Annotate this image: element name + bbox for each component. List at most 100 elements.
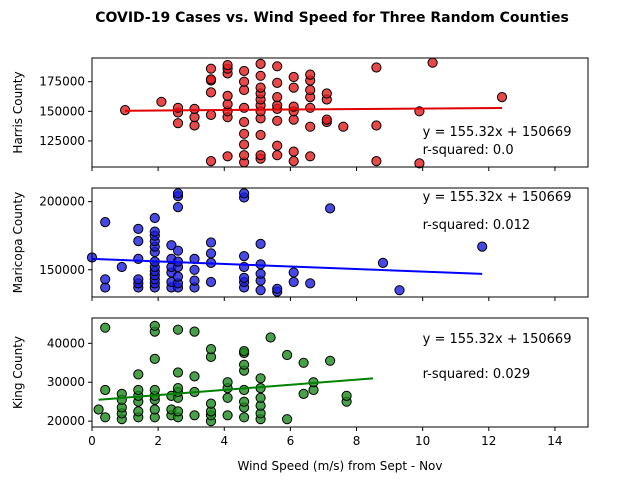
data-point <box>255 392 266 403</box>
trend-line <box>125 106 503 112</box>
y-tick-label: 175000 <box>39 75 85 89</box>
data-point <box>288 276 299 288</box>
data-point <box>156 96 167 107</box>
annotation-equation: y = 155.32x + 150669 <box>423 332 572 347</box>
x-tick-label: 0 <box>88 434 96 448</box>
data-point <box>149 212 160 224</box>
data-point <box>321 88 332 99</box>
data-point <box>133 236 144 247</box>
data-point <box>93 404 104 415</box>
data-point <box>205 398 217 409</box>
data-point <box>239 251 250 262</box>
x-tick-label: 12 <box>481 434 496 448</box>
data-point <box>288 71 299 83</box>
data-point <box>189 275 200 286</box>
data-point <box>239 150 250 161</box>
data-point <box>239 76 250 87</box>
data-point <box>205 237 217 248</box>
data-point <box>100 412 111 423</box>
data-point <box>239 272 250 283</box>
data-point <box>205 109 217 121</box>
data-point <box>172 367 184 378</box>
data-point <box>205 248 217 259</box>
data-point <box>239 384 250 396</box>
data-point <box>100 217 111 228</box>
data-point <box>172 406 184 417</box>
data-point <box>149 404 160 415</box>
y-axis-label: Harris County <box>11 71 25 153</box>
data-point <box>305 121 316 132</box>
data-point <box>255 268 266 279</box>
y-tick-label: 40000 <box>47 336 85 350</box>
chart-title: COVID-19 Cases vs. Wind Speed for Three … <box>95 10 569 26</box>
data-point <box>272 61 283 72</box>
data-point <box>305 151 316 162</box>
data-point <box>272 150 283 161</box>
data-point <box>222 410 233 421</box>
data-point <box>255 70 266 81</box>
data-point <box>205 156 217 167</box>
data-point <box>305 102 316 113</box>
data-point <box>282 349 293 361</box>
data-point <box>272 283 283 294</box>
scatter-points <box>86 188 488 297</box>
y-tick-label: 125000 <box>39 134 85 148</box>
data-point <box>239 139 250 150</box>
data-point <box>427 57 438 68</box>
data-point <box>239 346 250 357</box>
data-point <box>371 62 382 73</box>
data-point <box>298 357 309 368</box>
data-point <box>189 371 200 382</box>
data-point <box>255 150 266 161</box>
data-point <box>222 392 233 403</box>
data-point <box>325 355 336 366</box>
data-point <box>222 60 233 71</box>
data-point <box>116 261 127 273</box>
data-point <box>172 383 184 394</box>
x-tick-label: 4 <box>220 434 228 448</box>
data-point <box>205 87 217 98</box>
annotation-r-squared: r-squared: 0.012 <box>423 218 530 233</box>
annotation-equation: y = 155.32x + 150669 <box>423 125 572 140</box>
data-point <box>133 274 144 285</box>
y-tick-label: 200000 <box>39 195 85 209</box>
data-point <box>239 412 250 423</box>
data-point <box>255 82 266 93</box>
data-point <box>205 74 217 85</box>
y-tick-label: 150000 <box>39 104 85 118</box>
data-point <box>172 324 184 335</box>
data-point <box>149 320 160 331</box>
data-point <box>172 245 184 256</box>
data-point <box>282 414 293 425</box>
y-axis-label: King County <box>11 336 25 409</box>
data-point <box>133 369 144 380</box>
data-point <box>172 188 184 199</box>
data-point <box>298 388 309 399</box>
data-point <box>255 58 266 70</box>
data-point <box>272 77 283 89</box>
panel-2: 20000 30000 40000 0 2 4 6 8 10 12 14 King County y =… <box>11 317 589 448</box>
panel-1: 150000 200000 Maricopa County y = 155.32x +… <box>11 187 589 301</box>
x-tick-label: 10 <box>415 434 430 448</box>
data-point <box>100 384 111 396</box>
data-point <box>205 344 217 355</box>
data-point <box>325 203 336 214</box>
data-point <box>305 69 316 80</box>
data-point <box>100 322 111 333</box>
data-point <box>239 359 250 370</box>
trend-line <box>98 377 374 401</box>
data-point <box>394 285 405 296</box>
annotation-r-squared: r-squared: 0.0 <box>423 143 514 158</box>
data-point <box>272 140 283 151</box>
data-point <box>205 276 217 288</box>
x-axis-label: Wind Speed (m/s) from Sept - Nov <box>237 459 442 473</box>
data-point <box>265 332 276 343</box>
data-point <box>133 253 144 264</box>
y-tick-label: 150000 <box>39 263 85 277</box>
scatter-points <box>93 320 352 427</box>
data-point <box>239 128 250 139</box>
data-point <box>239 116 250 128</box>
x-tick-label: 14 <box>547 434 562 448</box>
data-point <box>239 188 250 199</box>
